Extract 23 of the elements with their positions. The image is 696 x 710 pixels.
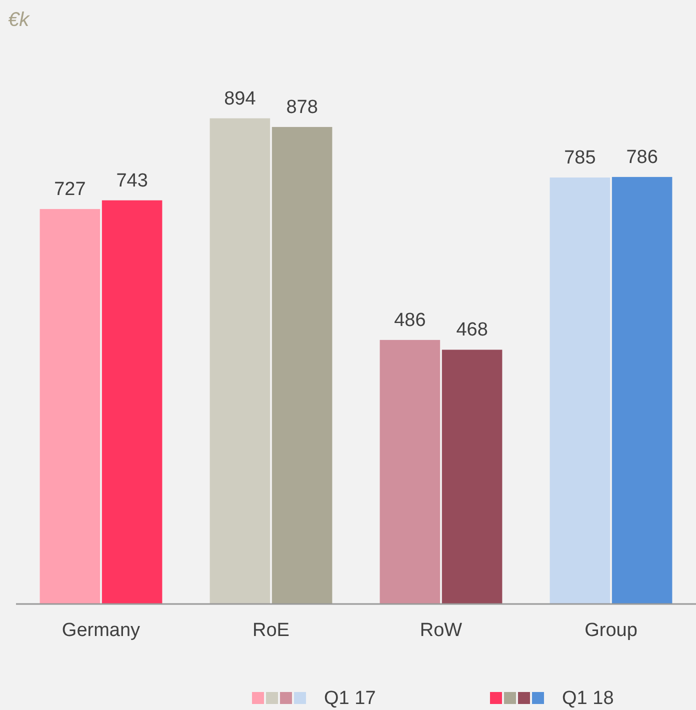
data-label: 894	[224, 88, 256, 110]
data-label: 743	[116, 170, 148, 192]
data-label: 878	[286, 96, 318, 118]
data-label: 786	[626, 146, 658, 168]
bar	[550, 178, 610, 604]
legend-label: Q1 17	[324, 688, 376, 709]
bar	[210, 118, 270, 604]
y-axis-title: €k	[8, 9, 30, 31]
data-label: 785	[564, 148, 596, 169]
bar	[612, 176, 672, 604]
bar	[272, 126, 332, 604]
bar	[442, 350, 502, 604]
legend-label: Q1 18	[562, 688, 614, 709]
x-tick-label: RoW	[420, 620, 462, 641]
x-tick-label: Group	[584, 620, 638, 641]
data-label: 486	[394, 310, 426, 331]
bar	[40, 209, 100, 604]
data-label: 727	[54, 179, 86, 200]
data-label: 468	[456, 320, 488, 341]
bar	[380, 340, 440, 604]
x-tick-label: Germany	[62, 620, 141, 641]
bar	[102, 200, 162, 604]
x-tick-label: RoE	[252, 620, 290, 641]
